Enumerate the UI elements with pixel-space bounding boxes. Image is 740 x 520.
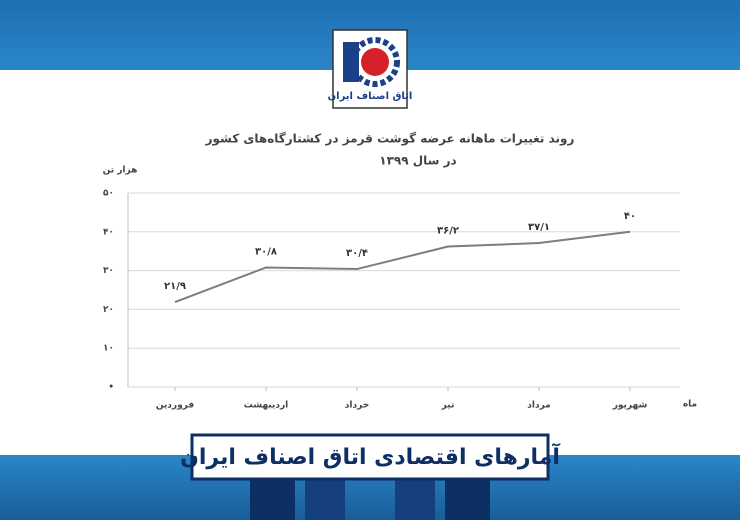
y-tick-label: ۴۰	[103, 227, 114, 237]
y-tick-label: ۱۰	[103, 344, 114, 354]
y-tick-label: ۵۰	[103, 189, 114, 199]
x-axis-label: ماه	[683, 400, 697, 410]
x-tick-label: فروردین	[156, 401, 194, 411]
x-tick-label: شهریور	[612, 401, 648, 411]
banner: آمارهای اقتصادی اتاق اصناف ایران	[180, 433, 560, 481]
logo: اتاق اصناف ایران	[328, 29, 413, 109]
data-label: ۳۷/۱	[528, 222, 550, 233]
x-tick-label: مرداد	[527, 401, 551, 411]
data-line	[174, 230, 631, 303]
chart-title: روند تغییرات ماهانه عرضه گوشت قرمز در کش…	[205, 132, 575, 147]
y-tick-label: •	[108, 383, 114, 393]
logo-text: اتاق اصناف ایران	[328, 91, 413, 102]
data-label: ۲۱/۹	[164, 281, 186, 292]
data-label: ۳۶/۲	[437, 226, 459, 237]
y-tick-label: ۳۰	[103, 266, 114, 276]
x-tick-label: تیر	[441, 401, 455, 411]
chart-subtitle: در سال ۱۳۹۹	[379, 154, 456, 168]
y-tick-label: ۲۰	[103, 305, 114, 315]
data-label: ۳۰/۸	[255, 246, 277, 257]
y-axis-label: هزار تن	[103, 166, 138, 176]
banner-text: آمارهای اقتصادی اتاق اصناف ایران	[180, 442, 560, 470]
data-label: ۴۰	[624, 211, 636, 222]
x-tick-label: اردیبهشت	[244, 401, 289, 411]
x-tick-label: خرداد	[345, 401, 369, 411]
data-label: ۳۰/۴	[346, 248, 368, 259]
plot: • ۱۰ ۲۰ ۳۰ ۴۰ ۵۰ فروردین اردیبهشت خرداد تیر مرداد ش…	[103, 189, 680, 411]
pillars	[250, 478, 490, 520]
